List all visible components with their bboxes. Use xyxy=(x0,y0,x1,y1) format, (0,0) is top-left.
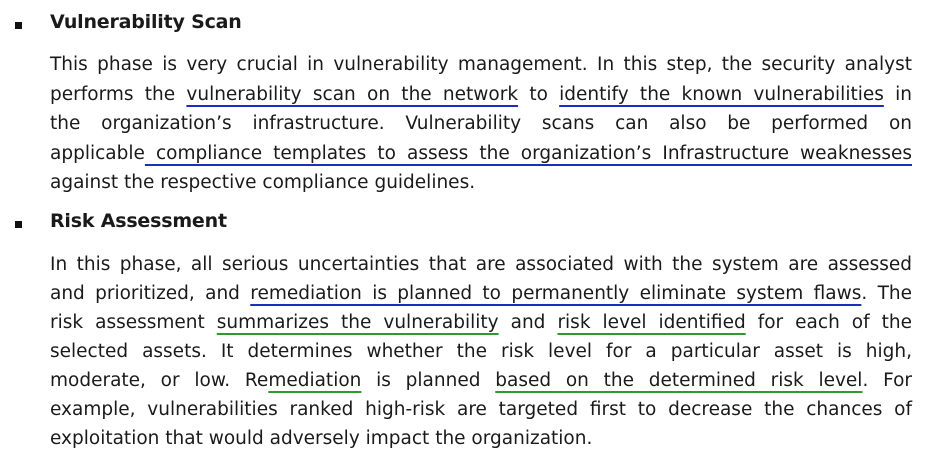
text: exploitation that would adversely impact… xyxy=(50,428,593,449)
text: the organization’s infrastructure. Vulne… xyxy=(50,113,912,134)
paragraph-line: performs the vulnerability scan on the n… xyxy=(50,83,912,107)
text: In this phase, all serious uncertainties… xyxy=(50,254,912,275)
section-heading-vulnerability-scan: Vulnerability Scan xyxy=(50,11,242,33)
text: in xyxy=(883,84,912,105)
paragraph-line: applicable compliance templates to asses… xyxy=(50,142,912,166)
text: is planned xyxy=(361,370,496,391)
paragraph-line: and prioritized, and remediation is plan… xyxy=(50,282,912,306)
text: and prioritized, and xyxy=(50,283,251,304)
paragraph-line: exploitation that would adversely impact… xyxy=(50,427,592,451)
text: performs the xyxy=(50,84,187,105)
highlight-underline: identify the known vulnerabilities xyxy=(559,84,884,105)
text: example, vulnerabilities ranked high-ris… xyxy=(50,399,912,420)
highlight-underline: vulnerability scan on the network xyxy=(186,84,519,105)
paragraph-line: moderate, or low. Remediation is planned… xyxy=(50,369,912,393)
text: and xyxy=(498,312,558,333)
bullet-icon xyxy=(15,221,22,228)
highlight-underline: mediation xyxy=(268,370,362,391)
bullet-icon xyxy=(15,22,22,29)
text: applicable xyxy=(50,143,145,164)
paragraph-line: example, vulnerabilities ranked high-ris… xyxy=(50,398,912,422)
highlight-underline: summarizes the vulnerability xyxy=(216,312,499,333)
highlight-underline: compliance templates to assess the organ… xyxy=(144,143,912,164)
highlight-underline: remediation is planned to permanently el… xyxy=(250,283,862,304)
paragraph-line: risk assessment summarizes the vulnerabi… xyxy=(50,311,912,335)
text: . For xyxy=(862,370,913,391)
paragraph-line: This phase is very crucial in vulnerabil… xyxy=(50,53,912,77)
highlight-underline: based on the determined risk level xyxy=(495,370,863,391)
highlight-underline: risk level identified xyxy=(557,312,746,333)
text: for each of the xyxy=(745,312,912,333)
text: selected assets. It determines whether t… xyxy=(50,341,912,362)
text: This phase is very crucial in vulnerabil… xyxy=(50,54,912,75)
text: risk assessment xyxy=(50,312,217,333)
text: . The xyxy=(861,283,912,304)
section-heading-risk-assessment: Risk Assessment xyxy=(50,210,227,232)
paragraph-line: selected assets. It determines whether t… xyxy=(50,340,912,364)
paragraph-line: the organization’s infrastructure. Vulne… xyxy=(50,112,912,136)
text: against the respective compliance guidel… xyxy=(50,172,476,193)
text: moderate, or low. Re xyxy=(50,370,269,391)
paragraph-line: In this phase, all serious uncertainties… xyxy=(50,253,912,277)
text: to xyxy=(518,84,560,105)
paragraph-line: against the respective compliance guidel… xyxy=(50,171,475,195)
